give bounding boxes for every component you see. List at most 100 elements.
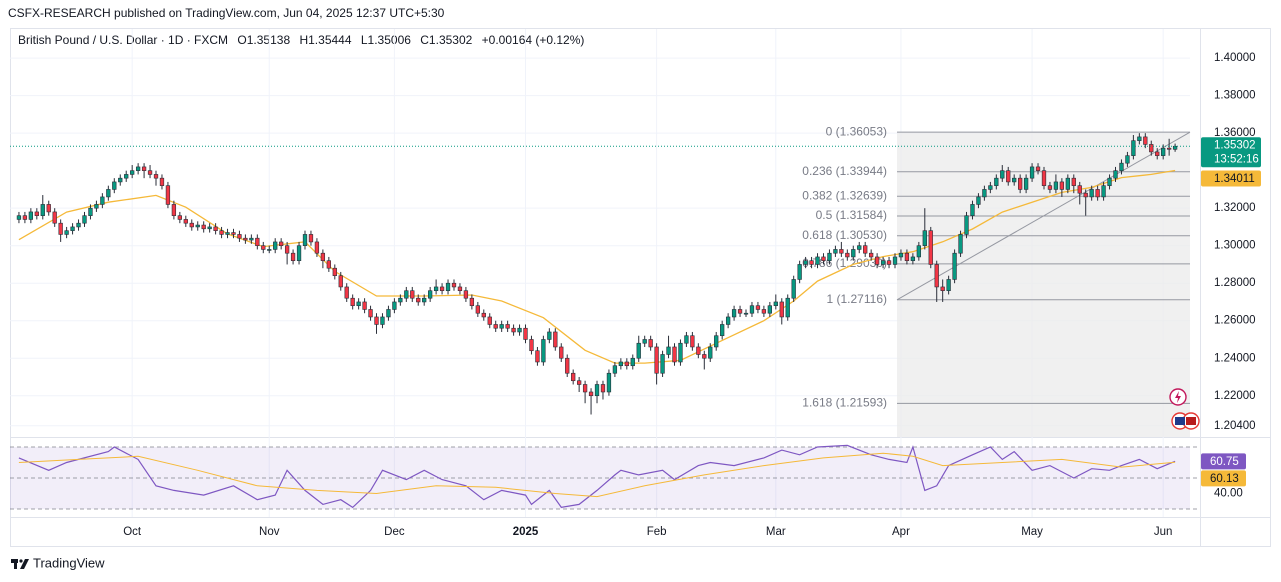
candle-body: [1143, 136, 1148, 145]
candle-body: [696, 346, 701, 355]
candle-body: [76, 222, 81, 228]
candle-body: [296, 245, 302, 261]
candle-body: [571, 372, 576, 382]
candle-body: [708, 346, 713, 359]
low-value: L1.35006: [361, 33, 411, 47]
candle-body: [857, 245, 862, 250]
y-tick-label: 1.26000: [1214, 315, 1256, 327]
candle-body: [243, 237, 248, 241]
logo-stem: [14, 559, 17, 569]
y-tick-label: 1.40000: [1214, 52, 1256, 64]
candle-body: [100, 196, 105, 205]
candle-body: [374, 316, 379, 325]
candle-body: [1095, 189, 1100, 198]
candle-body: [1155, 151, 1160, 156]
candle-body: [648, 339, 653, 348]
flag-fill: [1186, 417, 1196, 425]
candle-body: [267, 249, 272, 251]
x-tick-label: Jun: [1154, 526, 1173, 538]
candle-body: [231, 232, 236, 235]
footer-brand: TradingView: [33, 555, 105, 570]
fib-label: 0.382 (1.32639): [802, 188, 887, 202]
candle-body: [1125, 155, 1130, 164]
fib-label: 0 (1.36053): [826, 124, 887, 138]
candle-body: [433, 286, 439, 292]
candle-body: [702, 354, 707, 359]
candle-body: [559, 346, 564, 359]
candle-body: [189, 222, 194, 228]
candle-body: [541, 339, 546, 363]
candle-body: [22, 215, 28, 220]
countdown-label: 13:52:16: [1214, 153, 1259, 165]
event-bolt: [1175, 391, 1181, 403]
candle-body: [338, 275, 343, 288]
candle-body: [767, 305, 772, 314]
candle-body: [70, 226, 75, 231]
candle-body: [457, 286, 463, 292]
rsi-line: [18, 444, 1176, 509]
candle-body: [594, 384, 600, 397]
candle-body: [731, 309, 737, 318]
candle-body: [392, 301, 397, 310]
candle-body: [714, 335, 719, 348]
candle-body: [576, 380, 582, 385]
symbol: British Pound / U.S. Dollar · 1D · FXCM: [18, 33, 228, 47]
flag-fill: [1175, 417, 1185, 425]
candle-body: [64, 230, 69, 235]
tradingview-logo: [11, 559, 29, 569]
rsi-value-label: 60.75: [1210, 456, 1239, 468]
candle-body: [624, 361, 629, 367]
rsi-value-box: [1201, 453, 1246, 470]
candle-body: [481, 312, 486, 318]
x-tick-label: Nov: [259, 526, 280, 538]
chart-frame: [10, 28, 1271, 547]
candle-body: [1059, 181, 1065, 190]
candle-body: [1000, 170, 1005, 179]
candle-body: [344, 286, 349, 299]
candle-body: [124, 174, 129, 179]
candle-body: [356, 301, 361, 307]
candle-body: [797, 264, 802, 280]
candle-body: [600, 384, 606, 393]
candle-body: [320, 252, 326, 261]
candle-body: [1131, 140, 1136, 156]
candle-body: [1006, 170, 1011, 183]
candle-body: [386, 309, 391, 318]
candle-body: [618, 361, 624, 367]
x-tick-label: 2025: [513, 526, 539, 538]
candle-body: [1041, 170, 1047, 186]
candle-body: [332, 267, 337, 276]
x-tick-label: Feb: [647, 526, 667, 538]
candle-body: [314, 241, 320, 254]
candle-body: [207, 226, 212, 230]
candle-body: [606, 372, 612, 393]
rsi-value-label: 60.13: [1210, 473, 1239, 485]
candle-body: [106, 189, 111, 198]
candle-body: [469, 297, 475, 307]
candle-body: [910, 256, 916, 261]
candle-body: [177, 215, 182, 220]
candle-body: [582, 384, 588, 393]
candle-body: [928, 230, 933, 265]
candle-body: [654, 346, 659, 374]
candle-body: [785, 297, 790, 318]
candle-body: [380, 316, 385, 325]
candle-body: [439, 286, 445, 292]
candle-body: [1166, 147, 1172, 150]
candle-body: [565, 357, 570, 374]
candle-body: [416, 297, 421, 303]
candle-body: [487, 316, 492, 325]
fib-label: 0.5 (1.31584): [816, 208, 887, 222]
candle-body: [165, 185, 171, 205]
logo-dot: [19, 559, 23, 563]
candle-body: [422, 297, 427, 303]
candle-body: [612, 365, 618, 374]
x-tick-label: Mar: [766, 526, 786, 538]
high-value: H1.35444: [299, 33, 351, 47]
open-value: O1.35138: [237, 33, 290, 47]
candle-body: [863, 245, 868, 254]
candle-body: [1089, 189, 1094, 198]
candle-body: [1101, 185, 1106, 198]
candle-body: [970, 204, 975, 216]
